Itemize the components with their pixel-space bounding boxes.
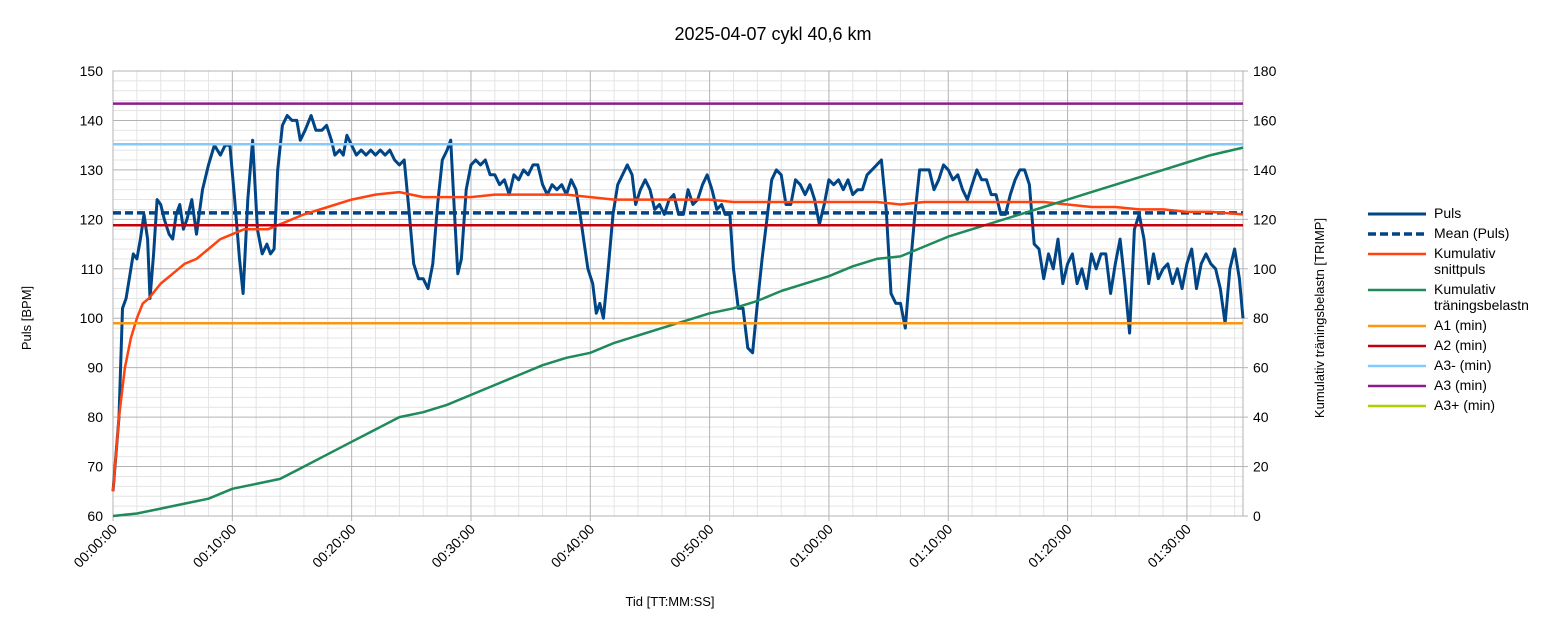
plot-area (111, 102, 1245, 518)
legend-item: Kumulativ träningsbelastn (1366, 281, 1541, 313)
series-line (112, 146, 1244, 518)
y-tick-label: 60 (87, 508, 103, 524)
x-tick-label: 00:00:00 (70, 521, 120, 571)
y-tick-label: 90 (87, 360, 103, 376)
series-line (111, 114, 1245, 492)
y-axis-label: Puls [BPM] (19, 286, 34, 350)
series-line (111, 190, 1244, 492)
y-tick-label: 130 (80, 162, 104, 178)
legend-label: A3- (min) (1434, 357, 1492, 373)
plot-frame (112, 70, 1244, 517)
legend-item: A3 (min) (1366, 377, 1541, 393)
legend-label: Mean (Puls) (1434, 225, 1510, 241)
legend-label: A3 (min) (1434, 377, 1487, 393)
y-tick-label: 150 (80, 63, 104, 79)
y2-tick-label: 0 (1253, 508, 1261, 524)
legend-item: Mean (Puls) (1366, 225, 1541, 241)
y2-tick-label: 160 (1253, 112, 1277, 128)
x-tick-label: 00:30:00 (428, 521, 478, 571)
y-tick-label: 80 (87, 409, 103, 425)
legend-label: Kumulativ snittpuls (1434, 245, 1496, 277)
legend-swatch (1368, 344, 1426, 348)
chart-title: 2025-04-07 cykl 40,6 km (674, 24, 871, 44)
x-tick-label: 01:10:00 (906, 521, 956, 571)
legend-item: A1 (min) (1366, 317, 1541, 333)
legend-swatch (1368, 232, 1426, 236)
y2-tick-label: 40 (1253, 409, 1269, 425)
x-axis-label: Tid [TT:MM:SS] (625, 594, 714, 609)
x-tick-label: 00:50:00 (667, 521, 717, 571)
y2-axis-label: Kumulativ träningsbelastn [TRIMP] (1312, 218, 1327, 418)
legend-label: A2 (min) (1434, 337, 1487, 353)
legend-swatch (1368, 404, 1426, 408)
x-tick-label: 00:40:00 (548, 521, 598, 571)
legend-item: A2 (min) (1366, 337, 1541, 353)
y2-tick-label: 180 (1253, 63, 1277, 79)
legend-swatch (1368, 364, 1426, 368)
x-tick-label: 00:20:00 (309, 521, 359, 571)
y-tick-label: 70 (87, 459, 103, 475)
y-tick-label: 100 (80, 310, 104, 326)
y2-tick-label: 120 (1253, 211, 1277, 227)
legend-label: A1 (min) (1434, 317, 1487, 333)
legend-swatch (1368, 384, 1426, 388)
y2-tick-label: 20 (1253, 459, 1269, 475)
legend-label: Kumulativ träningsbelastn (1434, 281, 1529, 313)
x-tick-label: 01:30:00 (1144, 521, 1194, 571)
y-tick-label: 120 (80, 211, 104, 227)
legend-item: Kumulativ snittpuls (1366, 245, 1541, 277)
legend-swatch (1368, 252, 1426, 256)
legend-label: A3+ (min) (1434, 397, 1496, 413)
legend-swatch (1368, 324, 1426, 328)
x-tick-label: 00:10:00 (190, 521, 240, 571)
legend-item: A3- (min) (1366, 357, 1541, 373)
y-tick-label: 110 (81, 261, 104, 277)
legend: Puls Mean (Puls) Kumulativ snittpuls Kumula… (1366, 205, 1541, 417)
legend-label: Puls (1434, 205, 1462, 221)
y-tick-label: 140 (80, 112, 104, 128)
y2-tick-label: 60 (1253, 360, 1269, 376)
x-tick-label: 01:20:00 (1025, 521, 1075, 571)
y2-tick-label: 140 (1253, 162, 1277, 178)
y2-tick-label: 100 (1253, 261, 1277, 277)
x-tick-label: 01:00:00 (786, 521, 836, 571)
y2-tick-label: 80 (1253, 310, 1269, 326)
legend-swatch (1368, 288, 1426, 292)
legend-item: Puls (1366, 205, 1541, 221)
legend-swatch (1368, 212, 1426, 216)
legend-item: A3+ (min) (1366, 397, 1541, 413)
